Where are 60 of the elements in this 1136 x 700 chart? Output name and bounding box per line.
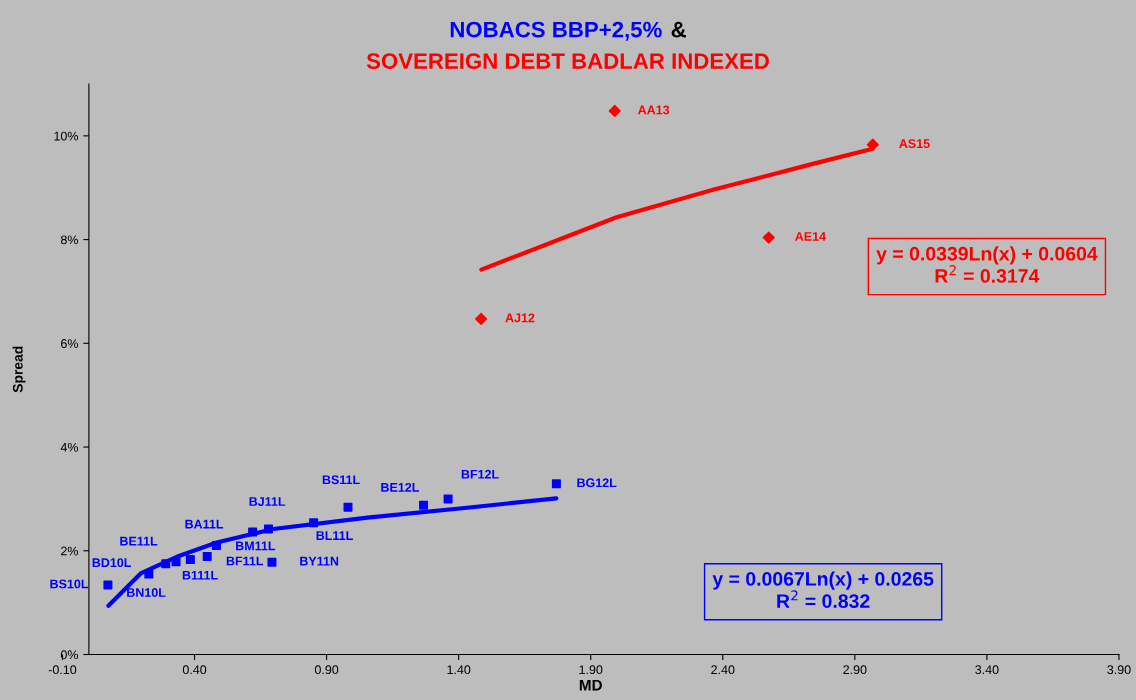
y-tick-label: 10% (54, 131, 79, 141)
annotation: BY11N (300, 556, 339, 566)
x-tick-label: 2.40 (711, 665, 735, 675)
x-tick-label: 1.90 (579, 665, 603, 675)
x-tick-label: 2.90 (843, 665, 867, 675)
point (202, 551, 212, 561)
annotation: AJ12 (505, 313, 535, 323)
y-tick-label: 4% (60, 442, 79, 452)
annotation: BG12L (577, 478, 617, 488)
annotation: BF12L (461, 469, 499, 479)
point (608, 104, 621, 118)
chart-title: & (671, 21, 686, 38)
point (211, 541, 221, 551)
x-tick-label: 0.90 (314, 665, 339, 675)
point (248, 527, 258, 537)
point (866, 138, 879, 151)
x-tick-label: 0.40 (182, 665, 207, 675)
annotation: AS15 (899, 139, 930, 149)
x-axis-title: MD (579, 679, 602, 691)
annotation: BE11L (120, 536, 158, 546)
annotation: y = 0.0067Ln(x) + 0.0265 R$^{2}$ = 0.832 (712, 571, 934, 609)
annotation: B111L (182, 570, 218, 580)
annotation: AA13 (637, 105, 670, 115)
x-tick-label: 3.90 (1107, 665, 1131, 675)
annotation: BE12L (381, 482, 419, 492)
annotation: BS10L (50, 579, 89, 589)
y-tick-label: 0% (60, 650, 79, 660)
point (161, 559, 171, 569)
point (551, 479, 561, 489)
point (103, 580, 113, 590)
x-tick-label: -0.10 (48, 665, 77, 675)
point (144, 569, 154, 579)
point (171, 557, 181, 567)
point (419, 500, 429, 510)
y-tick-label: 6% (61, 339, 79, 348)
annotation: BL11L (316, 531, 353, 540)
annotation: BD10L (92, 558, 131, 568)
point (343, 502, 353, 512)
x-tick-label: 1.40 (447, 665, 471, 675)
point (263, 524, 273, 534)
point (267, 557, 277, 567)
annotation: BN10L (127, 588, 166, 597)
point (443, 494, 453, 504)
annotation: BJ11L (249, 497, 286, 506)
text: NOBACS BBP+2,5% (450, 21, 662, 41)
annotation: BA11L (185, 519, 224, 529)
y-tick-label: 8% (60, 235, 79, 245)
annotation: BF11L (226, 556, 264, 566)
x-tick-label: 3.40 (975, 665, 999, 675)
point (762, 231, 775, 244)
point (475, 312, 488, 326)
annotation: BM11L (236, 541, 276, 551)
annotation: BS11L (322, 475, 360, 485)
annotation: y = 0.0339Ln(x) + 0.0604 R$^{2}$ = 0.3174 (876, 246, 1098, 283)
y-axis-title: Spread (12, 346, 26, 393)
text: SOVEREIGN DEBT BADLAR INDEXED (366, 53, 769, 69)
point (185, 555, 195, 565)
annotation: AE14 (795, 232, 826, 241)
y-tick-label: 2% (61, 546, 79, 556)
point (309, 518, 319, 528)
